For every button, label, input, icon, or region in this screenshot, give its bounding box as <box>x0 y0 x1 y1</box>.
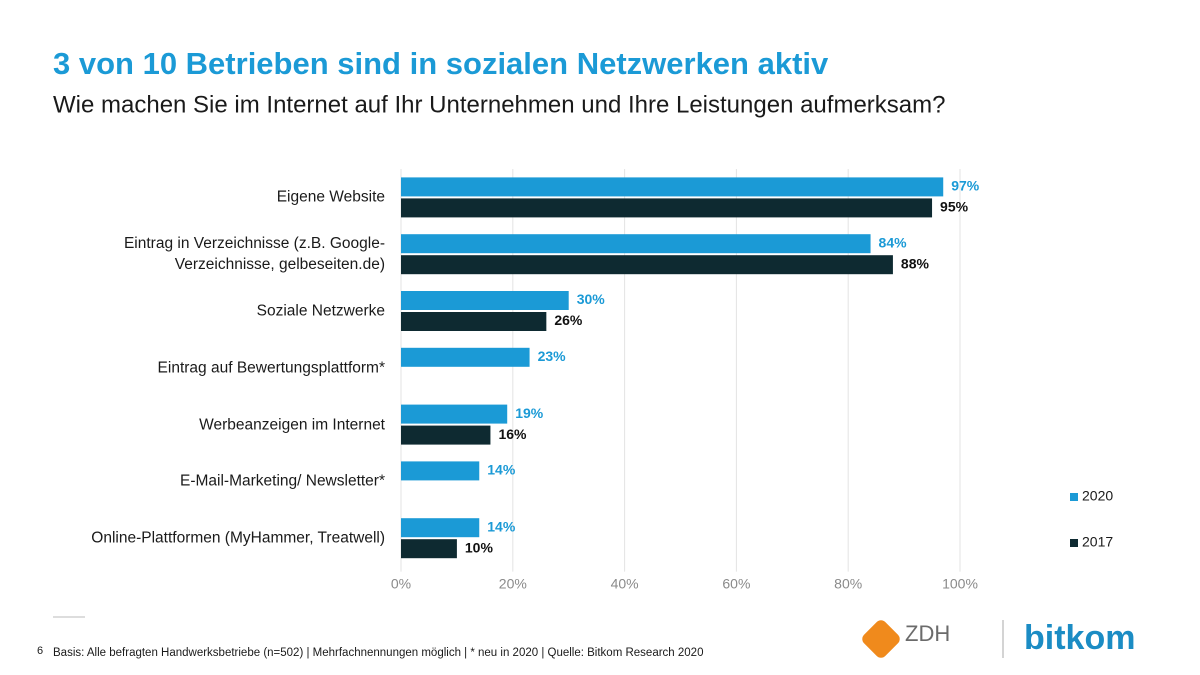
category-label: Online-Plattformen (MyHammer, Treatwell) <box>91 529 385 547</box>
value-label: 16% <box>498 426 527 442</box>
chart-subtitle: Wie machen Sie im Internet auf Ihr Unter… <box>53 91 945 118</box>
legend-swatch <box>1070 539 1078 547</box>
x-tick-label: 20% <box>499 576 527 592</box>
page-number: 6 <box>37 645 43 657</box>
category-label: Eintrag in Verzeichnisse (z.B. Google- V… <box>123 235 385 274</box>
value-label: 88% <box>901 255 930 271</box>
value-label: 14% <box>487 462 516 478</box>
legend-label: 2017 <box>1082 534 1113 550</box>
bar <box>401 518 480 538</box>
bar <box>401 291 569 310</box>
bar <box>401 234 871 254</box>
category-label: Werbeanzeigen im Internet <box>199 416 385 434</box>
x-tick-label: 40% <box>611 576 639 592</box>
value-label: 95% <box>940 199 969 215</box>
bar <box>401 177 944 197</box>
category-label: Soziale Netzwerke <box>256 302 385 320</box>
x-tick-label: 0% <box>391 576 411 592</box>
bar <box>401 425 491 445</box>
bar <box>401 461 480 481</box>
zdh-icon <box>862 620 900 658</box>
value-label: 14% <box>487 518 516 534</box>
bar <box>401 198 933 218</box>
legend-label: 2020 <box>1082 488 1113 504</box>
value-label: 19% <box>515 405 544 421</box>
bar <box>401 255 893 275</box>
x-tick-label: 80% <box>834 576 862 592</box>
legend-swatch <box>1070 493 1078 501</box>
footer-note: Basis: Alle befragten Handwerksbetriebe … <box>53 647 703 659</box>
value-label: 84% <box>879 234 908 250</box>
bar <box>401 347 530 367</box>
value-label: 23% <box>538 348 567 364</box>
bar <box>401 404 508 424</box>
x-tick-label: 60% <box>722 576 750 592</box>
category-label: Eigene Website <box>276 188 385 206</box>
bar <box>401 539 457 559</box>
value-label: 10% <box>465 539 494 555</box>
category-label: E-Mail-Marketing/ Newsletter* <box>180 472 385 490</box>
category-label: Eintrag auf Bewertungsplattform* <box>157 359 385 377</box>
value-label: 97% <box>951 178 980 194</box>
value-label: 26% <box>554 312 583 328</box>
bitkom-logo: bitkom <box>1024 619 1135 657</box>
zdh-logo: ZDH <box>862 620 950 658</box>
zdh-text: ZDH <box>905 621 950 646</box>
x-tick-label: 100% <box>942 576 978 592</box>
chart-title: 3 von 10 Betrieben sind in sozialen Netz… <box>53 46 829 81</box>
value-label: 30% <box>577 291 606 307</box>
bar <box>401 312 547 331</box>
